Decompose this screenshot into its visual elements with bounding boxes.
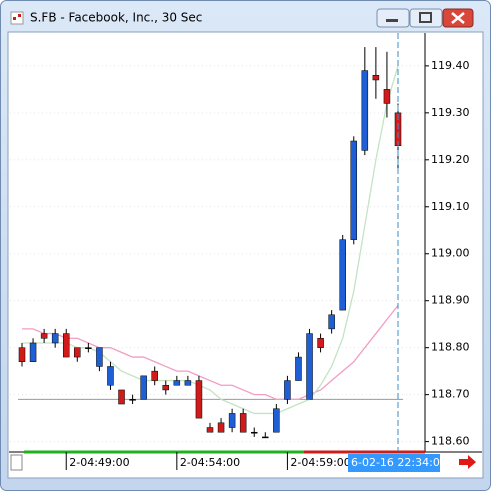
candle-body	[29, 342, 37, 363]
candle-body	[295, 356, 302, 381]
close-icon	[451, 12, 465, 24]
scroll-right-arrow[interactable]	[459, 455, 476, 469]
candle-body	[173, 380, 181, 386]
app-icon-mark	[18, 14, 21, 17]
y-tick-label: 118.80	[431, 341, 470, 354]
cursor-label: 6-02-16 22:34:00	[351, 456, 447, 469]
minimize-button[interactable]	[376, 8, 410, 28]
candle-body	[262, 436, 269, 439]
y-tick-label: 119.10	[431, 200, 470, 213]
candle-body	[151, 370, 158, 381]
candle-body	[228, 413, 236, 428]
minimize-icon	[386, 19, 398, 22]
candle-body	[162, 384, 170, 391]
y-tick-label: 119.00	[431, 247, 470, 260]
candle-body	[250, 431, 258, 434]
candle-body	[118, 389, 125, 405]
candle-body	[350, 140, 358, 240]
candle-body	[273, 408, 280, 433]
y-tick-label: 118.90	[431, 294, 470, 307]
x-tick-label: 2-04:59:00	[290, 456, 350, 469]
candle-body	[372, 75, 380, 81]
y-tick-label: 118.70	[431, 388, 470, 401]
candle-body	[129, 399, 136, 401]
candle-body	[51, 333, 59, 344]
candle-body	[140, 375, 147, 400]
candle-body	[96, 347, 103, 367]
candle-body	[306, 333, 313, 400]
candle-body	[107, 366, 114, 386]
candle-body	[184, 380, 192, 386]
app-icon-mark	[13, 17, 16, 20]
window-title: S.FB - Facebook, Inc., 30 Sec	[30, 11, 202, 25]
candle-body	[284, 380, 291, 400]
cursor-label-box	[348, 454, 440, 472]
candle-body	[206, 427, 214, 433]
candle-body	[40, 333, 48, 339]
candle-body	[383, 89, 391, 104]
candle-body	[339, 239, 346, 311]
chart-panel	[7, 31, 484, 479]
y-tick-label: 119.20	[431, 153, 470, 166]
x-tick-label: 2-04:49:00	[69, 456, 129, 469]
y-tick-label: 119.40	[431, 59, 470, 72]
scroll-box[interactable]	[10, 454, 23, 471]
maximize-button[interactable]	[409, 8, 443, 28]
x-tick-label: 2-04:54:00	[180, 456, 240, 469]
candle-body	[317, 338, 324, 348]
maximize-icon	[419, 12, 432, 23]
candle-body	[217, 422, 225, 433]
candle-body	[195, 380, 203, 419]
candle-body	[361, 70, 369, 151]
candle-body	[62, 333, 70, 358]
y-tick-label: 119.30	[431, 106, 470, 119]
moving-average	[22, 65, 399, 415]
candle-body	[18, 347, 26, 363]
candle-body	[74, 347, 81, 358]
candle-body	[239, 413, 247, 433]
y-tick-label: 118.60	[431, 435, 470, 448]
candle-body	[328, 314, 335, 330]
candle-body	[85, 347, 92, 349]
moving-average	[22, 305, 399, 400]
app-icon	[10, 11, 24, 25]
